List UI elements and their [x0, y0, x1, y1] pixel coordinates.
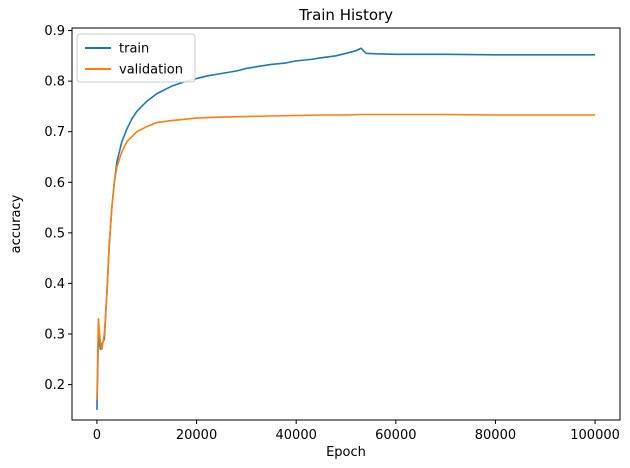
y-tick-label: 0.8	[44, 75, 65, 90]
y-tick-label: 0.2	[44, 378, 65, 393]
legend: train validation	[76, 33, 196, 83]
y-tick-label: 0.6	[44, 176, 65, 191]
x-tick-label: 80000	[475, 428, 516, 443]
legend-label-validation: validation	[119, 63, 183, 78]
legend-label-train: train	[119, 42, 149, 57]
y-tick-label: 0.7	[44, 125, 65, 140]
y-tick-label: 0.5	[44, 226, 65, 241]
y-axis: 0.2 0.3 0.4 0.5 0.6 0.7 0.8 0.9	[44, 24, 72, 393]
y-tick-label: 0.9	[44, 24, 65, 39]
x-axis-title: Epoch	[326, 445, 366, 460]
plot-frame	[71, 27, 621, 421]
y-axis-title: accuracy	[9, 194, 24, 253]
y-tick-label: 0.4	[44, 277, 65, 292]
x-tick-label: 40000	[276, 428, 317, 443]
series-line-train	[96, 47, 596, 410]
x-tick-label: 20000	[176, 428, 217, 443]
plot-area	[71, 27, 621, 421]
x-tick-label: 0	[93, 428, 101, 443]
chart-title: Train History	[298, 6, 393, 24]
y-tick-label: 0.3	[44, 328, 65, 343]
series-layer	[96, 47, 596, 410]
series-line-validation	[96, 113, 596, 400]
x-axis: 0 20000 40000 60000 80000 100000	[93, 420, 620, 443]
x-tick-label: 60000	[375, 428, 416, 443]
x-tick-label: 100000	[570, 428, 620, 443]
